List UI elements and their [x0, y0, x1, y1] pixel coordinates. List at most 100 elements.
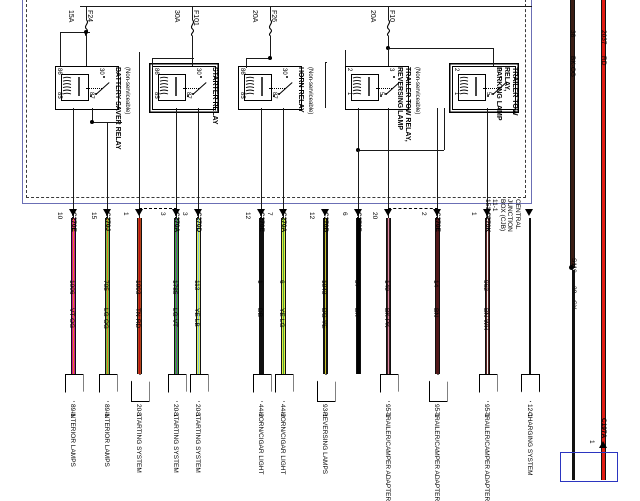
relay-pin-0-d: 87	[88, 92, 94, 99]
tt-rev-5-down2	[358, 150, 359, 218]
circuit-cable-11	[484, 218, 490, 374]
circuit-stripe-6	[282, 218, 284, 374]
circuit-dest-5: HORN/CIGAR LIGHT	[257, 412, 264, 475]
circuit-dest-10: TRAILER/CAMPER ADAPTER	[433, 412, 440, 501]
relay-pin-4-c: 1	[453, 92, 459, 96]
relay-contact-c-4	[486, 95, 489, 98]
tt-rev-5-h	[358, 150, 444, 151]
circuit-edge-left-10	[434, 218, 436, 374]
wiring-diagram-canvas: F24 15A F101 30A F26 20A F10 20A 86 30 85 87 BATTER…	[22, 0, 618, 501]
node-f26	[268, 56, 272, 60]
right-edge-l-0	[569, 0, 571, 268]
fuse-id-F10: F10	[388, 10, 395, 23]
circuit-stripe-3	[175, 218, 177, 374]
circuit-pin-11: 1	[470, 212, 477, 216]
horn-top-h	[246, 58, 272, 59]
relay-sub-2: (Non-serviceable)	[307, 67, 313, 115]
circuit-number-0: 1006	[68, 280, 75, 295]
relay-contact-c-0	[89, 95, 92, 98]
tt-rev-3-down	[388, 108, 389, 218]
relay-pin-4-d: 5	[485, 92, 491, 96]
relay-core-2	[261, 77, 264, 96]
charging-arrow	[525, 209, 533, 216]
power-bus	[80, 6, 532, 7]
circuit-edge-left-4	[195, 218, 197, 374]
circuit-terminal-7	[316, 374, 336, 402]
horn-87-down	[283, 108, 284, 218]
relay-linkage-2	[269, 87, 286, 89]
f10-bus-h	[388, 48, 493, 49]
relay-core-4	[475, 77, 478, 96]
circuit-edge-left-1	[104, 218, 106, 374]
circuit-connector-1: C270J	[104, 212, 111, 232]
circuit-terminal-5	[252, 374, 272, 402]
fuse-rating-F101: 30A	[173, 10, 180, 23]
circuit-edge-right-3	[177, 218, 179, 374]
fuse-rating-F10: 20A	[369, 10, 376, 23]
circuit-cable-4	[195, 218, 201, 374]
fuse-rating-F24: 15A	[67, 10, 74, 23]
relay-contact-c-2	[272, 95, 275, 98]
splice-down-wire	[572, 270, 575, 480]
relay-name-1: STARTER RELAY	[211, 67, 218, 125]
circuit-color-9: BK-PK	[383, 308, 390, 328]
tt-rev-5-down	[358, 108, 359, 150]
relay-pin-0-c: 85	[56, 92, 62, 99]
c197a-arrow	[599, 441, 607, 448]
circuit-stripe-9	[387, 218, 389, 374]
relay-coil-4	[458, 74, 487, 101]
relay-coil-winding-2	[245, 76, 255, 97]
circuit-arrow-5	[257, 209, 265, 216]
tt-park-5-down	[487, 108, 488, 218]
c197a-label: C197A	[600, 418, 607, 439]
circuit-cable-2	[136, 218, 142, 374]
circuit-pin-1: 15	[90, 212, 97, 220]
relay-pin-1-b: 30	[195, 68, 201, 75]
circuit-terminal-3	[167, 374, 187, 402]
circuit-cable-9	[385, 218, 391, 374]
fuse-symbol-F10	[383, 20, 394, 36]
circuit-pin-7: 12	[308, 212, 315, 220]
circuit-pin-8: 6	[341, 212, 348, 216]
circuit-connector-5: C270E	[258, 212, 265, 232]
circuit-arrow-3	[172, 209, 180, 216]
circuit-color-1: LG-OG	[102, 308, 109, 329]
relay-contact-no-0	[102, 76, 105, 79]
circuit-edge-left-8	[355, 218, 357, 374]
circuit-arrow-0	[69, 209, 77, 216]
circuit-connector-8: C270F	[355, 212, 362, 232]
bsr-87-down	[92, 108, 93, 122]
circuit-color-3: LG-VT	[171, 308, 178, 328]
relay-sub-0: (Non-serviceable)	[124, 67, 130, 115]
circuit-edge-right-0	[74, 218, 76, 374]
relay-core-0	[78, 77, 81, 96]
circuit-terminal-11	[478, 374, 498, 402]
relay-contact-no-3	[392, 76, 395, 79]
circuit-pin-10: 2	[420, 212, 427, 216]
node-f24	[84, 30, 88, 34]
circuit-pin-5: 12	[244, 212, 251, 220]
circuit-number-4: 113	[193, 280, 200, 291]
circuit-stripe-10	[436, 218, 438, 374]
circuit-stripe-5	[260, 218, 262, 374]
circuit-connector-3: C270A	[173, 212, 180, 233]
circuit-number-5: 1	[256, 280, 263, 284]
circuit-number-10: 14	[432, 280, 439, 288]
circuit-color-11: BN-WH	[482, 308, 489, 331]
dashed-link-right	[388, 208, 438, 209]
circuit-pin-3: 3	[159, 212, 166, 216]
tt-rev-2-up	[325, 62, 326, 108]
relay-coil-winding-4	[459, 76, 469, 97]
relay-pin-2-a: 86	[239, 68, 245, 75]
bsr-feed-h	[60, 32, 90, 33]
circuit-arrow-4	[194, 209, 202, 216]
circuit-dest-4: STARTING SYSTEM	[194, 412, 201, 473]
circuit-edge-right-9	[389, 218, 391, 374]
relay-coil-winding-3	[352, 76, 362, 97]
starter-30-lead	[192, 48, 193, 66]
right-color-0: BK-OG	[569, 56, 576, 77]
fuse-symbol-F26	[265, 20, 276, 36]
circuit-pin-4: 3	[181, 212, 188, 216]
relay-name-0: BATTERY SAVER RELAY	[114, 67, 121, 150]
circuit-number-8: 57	[353, 280, 360, 288]
